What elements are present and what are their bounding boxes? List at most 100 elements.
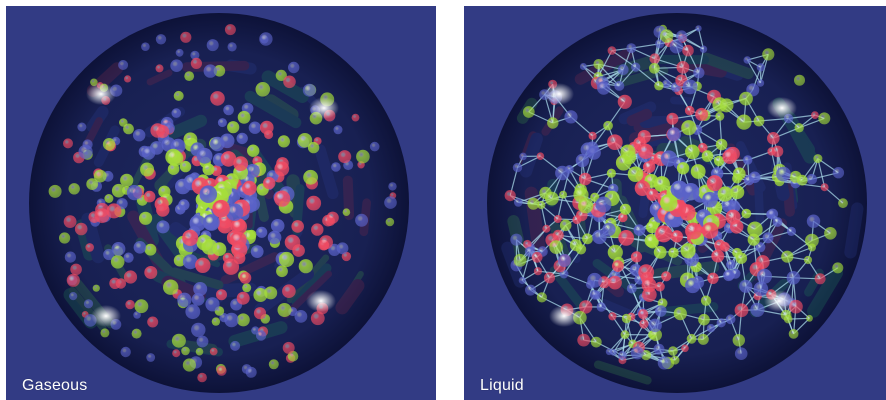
molecule-green (753, 115, 765, 127)
molecule-blue (118, 60, 129, 70)
molecule-blue (743, 56, 752, 64)
molecule-blue (662, 79, 671, 89)
molecule-blue (210, 136, 225, 152)
molecule-green (569, 239, 583, 252)
molecule-red (150, 123, 165, 138)
molecule-blue (189, 215, 206, 232)
molecule-blue (618, 351, 627, 360)
molecule-red (220, 151, 237, 167)
molecule-green (181, 346, 190, 356)
molecule-green (627, 166, 644, 182)
molecule-blue (175, 48, 184, 57)
molecule-red (209, 347, 218, 356)
molecule-red (195, 257, 211, 273)
molecule-blue (693, 67, 705, 79)
molecule-red (695, 107, 709, 121)
molecule-green (513, 253, 527, 267)
molecule-red (618, 212, 628, 223)
molecule-blue (725, 314, 736, 325)
molecule-red (504, 190, 516, 202)
molecule-red (341, 251, 352, 262)
molecule-blue (682, 79, 698, 95)
molecule-green (134, 299, 149, 314)
molecule-green (832, 262, 844, 274)
molecule-green (165, 148, 182, 165)
molecule-blue (617, 64, 629, 76)
molecule-red (210, 91, 225, 106)
molecule-red (767, 132, 780, 145)
molecule-blue (676, 30, 688, 42)
molecule-red (608, 312, 617, 321)
molecule-red (106, 203, 122, 219)
molecule-green (275, 69, 287, 81)
molecule-green (559, 219, 572, 232)
molecule-red (685, 222, 702, 240)
molecule-green (824, 227, 837, 240)
molecule-blue (518, 276, 526, 285)
molecule-green (673, 307, 687, 321)
molecule-blue (267, 230, 282, 245)
molecule-blue (699, 45, 708, 53)
molecule-red (63, 215, 77, 229)
molecule-green (195, 347, 204, 356)
molecule-blue (806, 214, 821, 228)
molecule-red (655, 225, 673, 243)
molecule-green (242, 283, 252, 293)
molecule-blue (190, 50, 200, 60)
molecule-red (94, 208, 110, 224)
molecule-red (123, 270, 138, 284)
molecule-green (700, 295, 712, 306)
molecule-blue (723, 269, 735, 282)
molecule-green (264, 286, 278, 300)
molecule-blue (753, 281, 769, 297)
molecule-blue (256, 226, 268, 238)
molecule-green (342, 208, 351, 216)
molecule-green (697, 333, 709, 345)
molecule-blue (525, 284, 536, 296)
molecule-green (593, 59, 604, 70)
molecule-green (385, 217, 395, 227)
molecule-green (549, 240, 564, 255)
molecule-blue (756, 63, 765, 72)
molecule-green (712, 97, 728, 113)
molecule-blue (388, 182, 397, 191)
molecule-red (670, 230, 683, 243)
molecule-red (216, 365, 227, 376)
molecule-red (536, 152, 545, 160)
molecule-red (814, 273, 826, 285)
molecule-blue (196, 335, 209, 348)
molecule-blue (245, 366, 257, 378)
molecule-green (654, 81, 664, 91)
molecule-green (781, 250, 794, 263)
molecule-blue (739, 279, 753, 293)
molecule-blue (77, 122, 87, 132)
molecule-green (547, 117, 559, 129)
molecule-red (634, 180, 651, 196)
molecule-red (326, 211, 339, 224)
molecule-blue (716, 318, 726, 328)
molecule-blue (156, 220, 170, 234)
molecule-green (268, 359, 279, 370)
molecule-red (811, 111, 819, 119)
molecule-green (762, 48, 775, 61)
molecule-green (653, 176, 670, 193)
molecule-green (590, 336, 602, 348)
molecule-green (715, 111, 725, 121)
molecule-green (698, 313, 710, 326)
molecule-blue (653, 343, 665, 355)
molecule-green (102, 138, 116, 151)
molecule-blue (248, 121, 262, 134)
molecule-red (643, 160, 656, 174)
molecule-green (732, 334, 745, 347)
molecule-green (644, 233, 659, 248)
molecules (48, 24, 397, 383)
molecule-green (713, 155, 725, 167)
molecules (504, 24, 848, 370)
molecule-red (655, 281, 665, 292)
molecule-blue (133, 129, 146, 142)
molecule-green (813, 154, 823, 164)
molecule-green (356, 149, 370, 164)
molecule-red (236, 291, 250, 305)
molecule-blue (512, 162, 523, 173)
molecule-green (297, 133, 313, 148)
